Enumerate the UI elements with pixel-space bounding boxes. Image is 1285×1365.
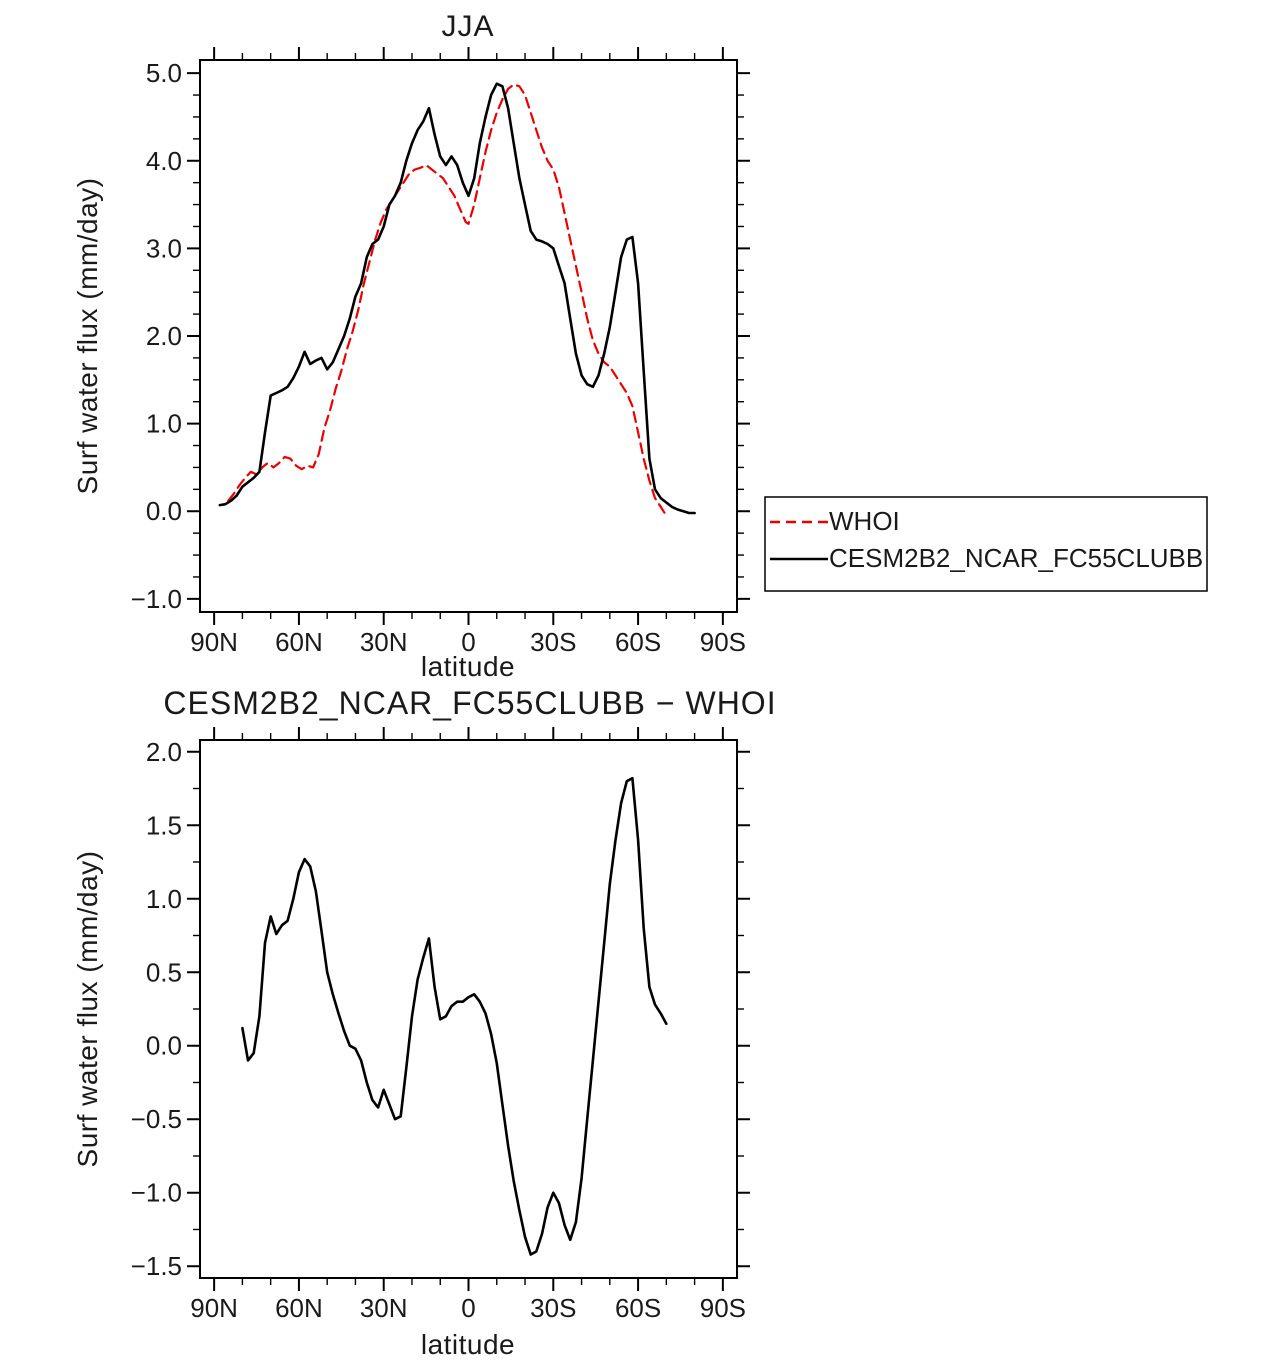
legend: WHOI CESM2B2_NCAR_FC55CLUBB [764, 496, 1208, 592]
y-tick-label: 5.0 [146, 58, 182, 88]
top-chart-title: JJA [441, 10, 494, 43]
y-tick-label: 1.0 [146, 884, 182, 914]
x-tick-label: 90N [190, 1293, 238, 1323]
y-tick-label: −0.5 [131, 1104, 182, 1134]
x-tick-label: 60N [275, 1293, 323, 1323]
legend-label-whoi: WHOI [829, 506, 900, 536]
x-tick-label: 30N [360, 1293, 408, 1323]
x-tick-label: 0 [461, 627, 475, 657]
x-tick-label: 60S [615, 627, 661, 657]
bottom-chart-y-axis-label: Surf water flux (mm/day) [72, 851, 103, 1168]
x-tick-label: 30S [530, 1293, 576, 1323]
bottom-chart-title: CESM2B2_NCAR_FC55CLUBB − WHOI [163, 685, 776, 721]
x-tick-label: 30S [530, 627, 576, 657]
bottom-chart: CESM2B2_NCAR_FC55CLUBB − WHOI Surf water… [72, 685, 776, 1360]
series-line-whoi [227, 83, 668, 517]
series-line-cesm2b2-ncar-fc55clubb [218, 82, 696, 515]
y-tick-label: 0.0 [146, 496, 182, 526]
plot-frame [199, 59, 738, 613]
x-tick-label: 60S [615, 1293, 661, 1323]
top-chart-y-axis-label: Surf water flux (mm/day) [72, 178, 103, 495]
legend-box [764, 496, 1208, 592]
x-tick-label: 30N [360, 627, 408, 657]
y-tick-label: 4.0 [146, 146, 182, 176]
y-tick-label: 1.5 [146, 810, 182, 840]
legend-label-cesm: CESM2B2_NCAR_FC55CLUBB [829, 543, 1203, 573]
x-tick-label: 90S [700, 627, 746, 657]
x-tick-label: 60N [275, 627, 323, 657]
x-tick-label: 90S [700, 1293, 746, 1323]
x-tick-label: 0 [461, 1293, 475, 1323]
y-tick-label: 2.0 [146, 737, 182, 767]
y-tick-label: 1.0 [146, 409, 182, 439]
y-tick-label: 3.0 [146, 233, 182, 263]
x-tick-label: 90N [190, 627, 238, 657]
y-tick-label: 0.0 [146, 1031, 182, 1061]
top-chart-plot-area: 90N 60N 30N 0 30S 60S 90S −1.0 0.0 1.0 2.0 3.0 4.0 5.… [131, 47, 750, 657]
y-tick-label: 0.5 [146, 957, 182, 987]
y-tick-label: −1.5 [131, 1251, 182, 1281]
top-chart: JJA Surf water flux (mm/day) latitude 90… [72, 10, 1208, 680]
y-tick-label: −1.0 [131, 584, 182, 614]
y-tick-label: −1.0 [131, 1178, 182, 1208]
bottom-chart-x-axis-label: latitude [421, 1329, 515, 1360]
series-line-cesm2b2-ncar-fc55clubb-minus-whoi [241, 776, 668, 1256]
y-tick-label: 2.0 [146, 321, 182, 351]
top-chart-x-axis-label: latitude [421, 651, 515, 680]
bottom-chart-plot-area: 90N 60N 30N 0 30S 60S 90S −1.5 −1.0 −0.5 0.0 0.5 1.0… [131, 727, 750, 1323]
